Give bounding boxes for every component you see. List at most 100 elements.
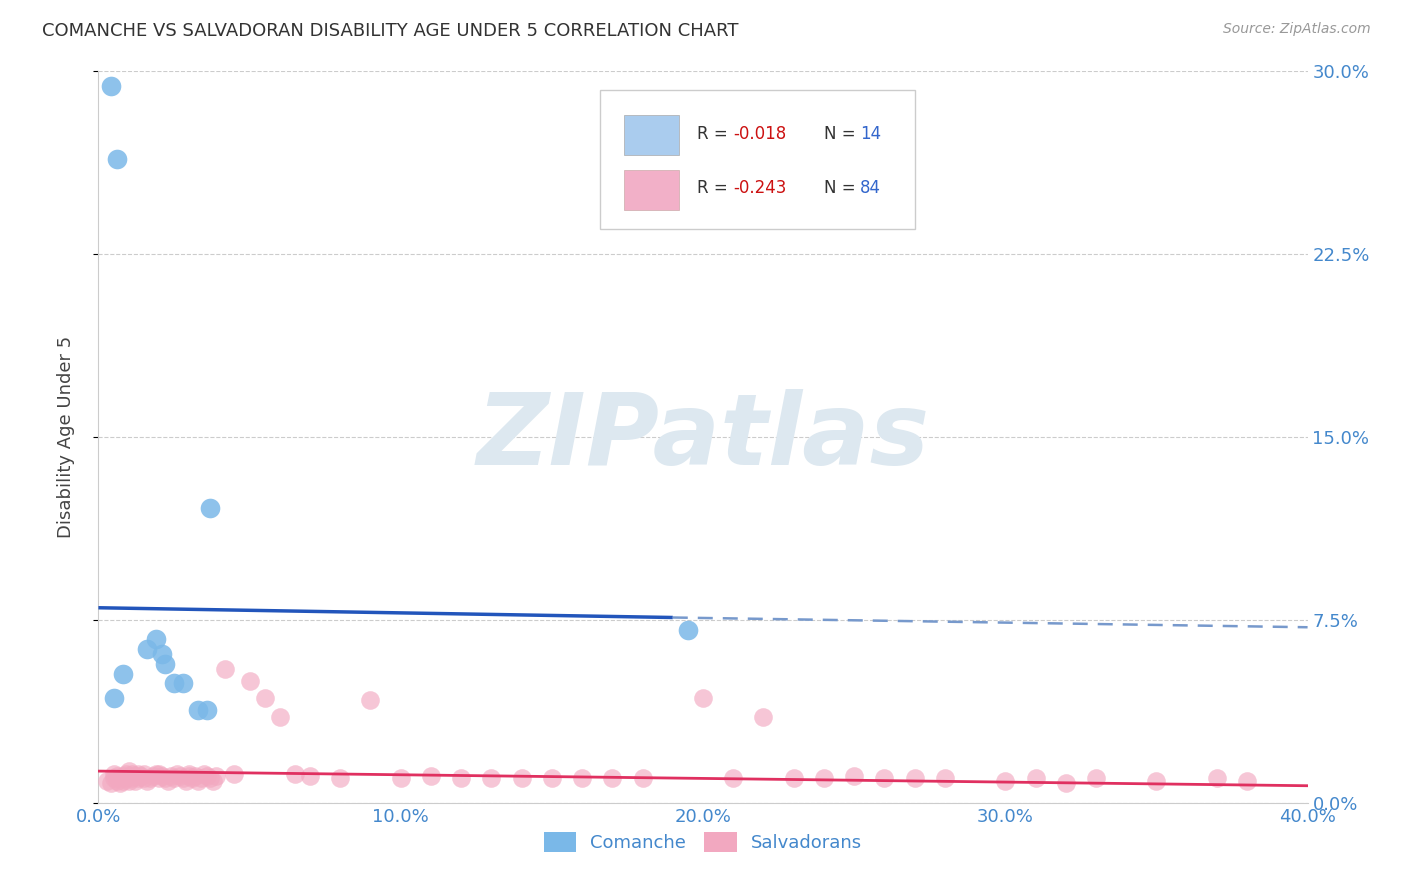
Point — [631, 772, 654, 786]
Point — [195, 703, 218, 717]
Point — [187, 773, 209, 788]
Point — [676, 623, 699, 637]
Point — [132, 766, 155, 780]
Point — [420, 769, 443, 783]
Point — [127, 772, 149, 786]
Point — [179, 769, 201, 783]
Point — [1085, 772, 1108, 786]
Point — [190, 772, 212, 786]
Point — [105, 773, 128, 788]
Point — [105, 769, 128, 783]
Point — [200, 772, 222, 786]
Point — [253, 690, 276, 705]
Point — [96, 773, 118, 788]
Point — [139, 772, 162, 786]
Point — [118, 764, 141, 778]
Point — [904, 772, 927, 786]
FancyBboxPatch shape — [624, 115, 679, 155]
Point — [135, 642, 157, 657]
Text: 84: 84 — [860, 179, 882, 197]
Point — [195, 769, 218, 783]
Point — [934, 772, 956, 786]
Text: N =: N = — [824, 125, 860, 143]
Point — [181, 772, 204, 786]
Point — [205, 769, 228, 783]
Point — [103, 766, 125, 780]
Point — [540, 772, 562, 786]
Point — [105, 152, 128, 166]
Point — [179, 766, 201, 780]
Point — [172, 676, 194, 690]
Point — [723, 772, 745, 786]
Point — [153, 772, 176, 786]
Point — [111, 666, 134, 681]
Point — [127, 766, 149, 780]
Y-axis label: Disability Age Under 5: Disability Age Under 5 — [56, 336, 75, 538]
Point — [299, 769, 322, 783]
Point — [163, 772, 186, 786]
Point — [360, 693, 382, 707]
Point — [150, 647, 173, 661]
Text: N =: N = — [824, 179, 860, 197]
Point — [114, 772, 136, 786]
Point — [121, 766, 143, 780]
Point — [1024, 772, 1046, 786]
Point — [124, 769, 146, 783]
Point — [169, 769, 191, 783]
Point — [783, 772, 806, 786]
Legend: Comanche, Salvadorans: Comanche, Salvadorans — [536, 824, 870, 860]
Point — [103, 690, 125, 705]
Point — [108, 776, 131, 790]
Point — [153, 657, 176, 671]
Text: R =: R = — [697, 179, 733, 197]
Point — [202, 773, 225, 788]
Point — [148, 766, 170, 780]
Point — [121, 772, 143, 786]
Point — [284, 766, 307, 780]
Point — [103, 772, 125, 786]
Point — [172, 772, 194, 786]
Point — [692, 690, 714, 705]
Point — [187, 703, 209, 717]
Point — [118, 773, 141, 788]
Point — [193, 766, 215, 780]
Point — [100, 776, 122, 790]
Point — [571, 772, 593, 786]
FancyBboxPatch shape — [600, 89, 915, 228]
Point — [224, 766, 246, 780]
Text: 14: 14 — [860, 125, 882, 143]
Point — [111, 769, 134, 783]
Text: -0.243: -0.243 — [734, 179, 786, 197]
Point — [602, 772, 624, 786]
Point — [1206, 772, 1229, 786]
Point — [132, 772, 155, 786]
Point — [269, 710, 291, 724]
Point — [510, 772, 533, 786]
Point — [994, 773, 1017, 788]
Point — [1054, 776, 1077, 790]
Point — [873, 772, 896, 786]
Point — [450, 772, 472, 786]
Point — [329, 772, 352, 786]
Text: ZIPatlas: ZIPatlas — [477, 389, 929, 485]
Point — [124, 773, 146, 788]
Point — [214, 662, 236, 676]
Point — [174, 773, 197, 788]
Point — [118, 769, 141, 783]
Point — [389, 772, 412, 786]
Point — [481, 772, 503, 786]
Point — [145, 632, 167, 647]
Point — [200, 500, 222, 515]
Point — [150, 769, 173, 783]
Point — [129, 769, 152, 783]
Text: -0.018: -0.018 — [734, 125, 786, 143]
FancyBboxPatch shape — [624, 170, 679, 211]
Point — [752, 710, 775, 724]
Point — [114, 766, 136, 780]
Text: R =: R = — [697, 125, 733, 143]
Point — [108, 772, 131, 786]
Point — [1144, 773, 1167, 788]
Point — [1236, 773, 1258, 788]
Point — [166, 766, 188, 780]
Text: Source: ZipAtlas.com: Source: ZipAtlas.com — [1223, 22, 1371, 37]
